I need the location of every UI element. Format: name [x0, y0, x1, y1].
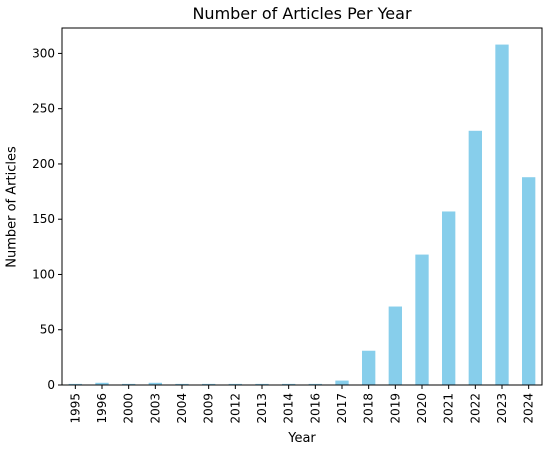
x-tick-label-2000: 2000: [122, 393, 136, 424]
x-tick-label-2018: 2018: [362, 393, 376, 424]
y-tick-label-300: 300: [32, 46, 55, 60]
x-tick-label-2003: 2003: [148, 393, 162, 424]
bar-2020: [415, 254, 429, 385]
bar-2018: [362, 350, 376, 385]
bar-2012: [228, 383, 242, 385]
x-tick-label-1995: 1995: [68, 393, 82, 424]
bar-2023: [495, 44, 509, 385]
x-tick-label-2024: 2024: [522, 393, 536, 424]
x-tick-label-1996: 1996: [95, 393, 109, 424]
y-tick-label-50: 50: [40, 323, 55, 337]
y-tick-label-250: 250: [32, 102, 55, 116]
bar-2024: [522, 177, 536, 385]
y-tick-label-0: 0: [47, 378, 55, 392]
bar-2021: [442, 211, 456, 385]
x-tick-label-2017: 2017: [335, 393, 349, 424]
bar-2017: [335, 380, 349, 385]
x-tick-label-2013: 2013: [255, 393, 269, 424]
bar-2004: [175, 383, 189, 385]
bar-2014: [282, 383, 296, 385]
x-tick-label-2019: 2019: [388, 393, 402, 424]
plot-frame: [61, 27, 543, 386]
x-tick-label-2020: 2020: [415, 393, 429, 424]
y-tick-label-150: 150: [32, 212, 55, 226]
x-axis-label: Year: [288, 431, 316, 446]
x-tick-label-2009: 2009: [202, 393, 216, 424]
x-tick-label-2014: 2014: [282, 393, 296, 424]
bar-2016: [308, 383, 322, 385]
x-tick-label-2021: 2021: [442, 393, 456, 424]
bar-1995: [68, 383, 82, 385]
bar-2003: [148, 382, 162, 385]
chart-title: Number of Articles Per Year: [192, 4, 412, 23]
bar-1996: [95, 382, 109, 385]
bar-2013: [255, 383, 269, 385]
x-tick-label-2012: 2012: [228, 393, 242, 424]
bar-2000: [122, 383, 136, 385]
y-tick-label-100: 100: [32, 267, 55, 281]
x-tick-label-2016: 2016: [308, 393, 322, 424]
x-tick-label-2004: 2004: [175, 393, 189, 424]
bar-2022: [468, 130, 482, 385]
y-tick-label-200: 200: [32, 157, 55, 171]
bar-2019: [388, 306, 402, 385]
x-tick-label-2022: 2022: [468, 393, 482, 424]
bar-2009: [202, 383, 216, 385]
x-tick-label-2023: 2023: [495, 393, 509, 424]
